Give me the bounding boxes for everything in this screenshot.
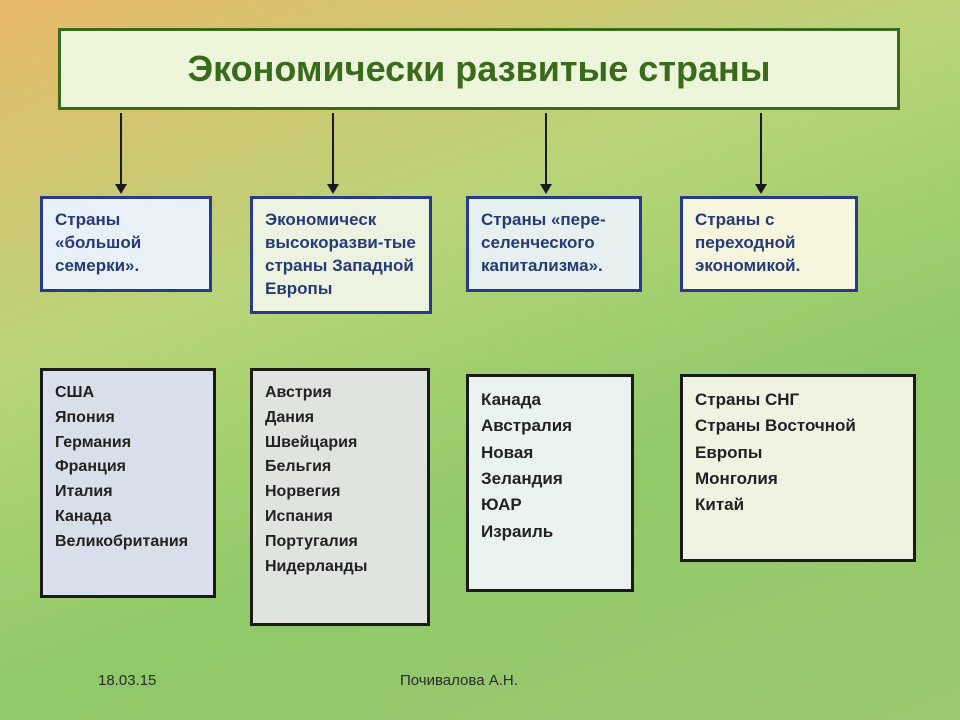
arrow-line bbox=[120, 113, 122, 186]
category-label: Страны с переходной экономикой. bbox=[695, 210, 800, 275]
list-item: Канада bbox=[481, 387, 619, 413]
list-item: Япония bbox=[55, 406, 201, 431]
list-item: Испания bbox=[265, 505, 415, 530]
list-item: Монголия bbox=[695, 466, 901, 492]
category-box: Страны «большой семерки». bbox=[40, 196, 212, 292]
arrow-line bbox=[545, 113, 547, 186]
list-item: Израиль bbox=[481, 519, 619, 545]
list-box: Страны СНГСтраны Восточной ЕвропыМонголи… bbox=[680, 374, 916, 562]
list-item: Китай bbox=[695, 492, 901, 518]
list-item: Страны СНГ bbox=[695, 387, 901, 413]
list-item: Швейцария bbox=[265, 431, 415, 456]
list-item: Великобритания bbox=[55, 530, 201, 555]
list-item: Италия bbox=[55, 480, 201, 505]
arrow-head-icon bbox=[755, 184, 767, 194]
title-box: Экономически развитые страны bbox=[58, 28, 900, 110]
footer-date: 18.03.15 bbox=[98, 672, 156, 689]
list-item: Португалия bbox=[265, 530, 415, 555]
list-item: Бельгия bbox=[265, 455, 415, 480]
list-item: Нидерланды bbox=[265, 555, 415, 580]
arrow-line bbox=[760, 113, 762, 186]
list-item: ЮАР bbox=[481, 492, 619, 518]
category-box: Экономическ высокоразви-тые страны Запад… bbox=[250, 196, 432, 314]
category-box: Страны «пере-селенческого капитализма». bbox=[466, 196, 642, 292]
category-label: Страны «пере-селенческого капитализма». bbox=[481, 210, 606, 275]
list-item: Австралия bbox=[481, 413, 619, 439]
category-label: Экономическ высокоразви-тые страны Запад… bbox=[265, 210, 416, 298]
list-item: Новая Зеландия bbox=[481, 440, 619, 493]
arrow-head-icon bbox=[540, 184, 552, 194]
footer-author: Почивалова А.Н. bbox=[400, 672, 518, 689]
list-box: СШАЯпонияГерманияФранцияИталияКанадаВели… bbox=[40, 368, 216, 598]
list-item: Канада bbox=[55, 505, 201, 530]
list-item: Франция bbox=[55, 455, 201, 480]
diagram-root: Экономически развитые страны Страны «бол… bbox=[0, 0, 960, 720]
list-item: Австрия bbox=[265, 381, 415, 406]
list-item: США bbox=[55, 381, 201, 406]
list-item: Дания bbox=[265, 406, 415, 431]
list-box: АвстрияДанияШвейцарияБельгияНорвегияИспа… bbox=[250, 368, 430, 626]
category-label: Страны «большой семерки». bbox=[55, 210, 141, 275]
list-item: Страны Восточной Европы bbox=[695, 413, 901, 466]
list-item: Германия bbox=[55, 431, 201, 456]
list-item: Норвегия bbox=[265, 480, 415, 505]
list-box: КанадаАвстралияНовая ЗеландияЮАРИзраиль bbox=[466, 374, 634, 592]
title-text: Экономически развитые страны bbox=[188, 48, 771, 90]
arrow-head-icon bbox=[115, 184, 127, 194]
arrow-line bbox=[332, 113, 334, 186]
category-box: Страны с переходной экономикой. bbox=[680, 196, 858, 292]
arrow-head-icon bbox=[327, 184, 339, 194]
